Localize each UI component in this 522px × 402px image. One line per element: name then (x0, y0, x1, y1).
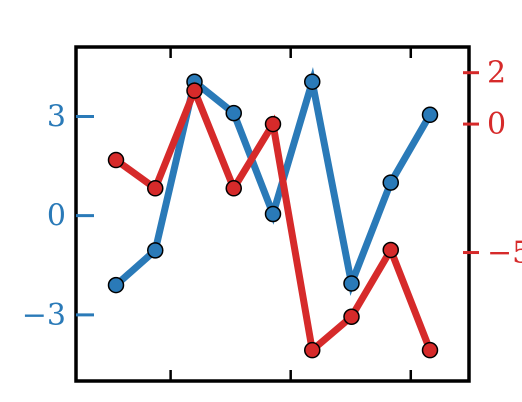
chart-marks (107, 67, 439, 359)
series-2-point-1 (107, 151, 125, 169)
series-1-point-5 (264, 205, 282, 223)
y-right-tick-label-2: 0 (487, 107, 506, 142)
y-left-tick-label-1: 3 (47, 99, 66, 134)
series-2-point-4 (225, 180, 242, 197)
series-1-point-7 (343, 275, 360, 292)
series-1-point-8 (382, 174, 399, 191)
series-2-point-5 (264, 115, 282, 133)
y-right-tick-label-3: −5 (487, 236, 522, 271)
series-2-point-3 (186, 82, 203, 99)
series-1-point-9 (421, 106, 439, 124)
series-2-point-8 (382, 241, 399, 259)
series-1-point-2 (147, 242, 164, 259)
series-1-point-1 (107, 276, 125, 294)
plot-frame (74, 45, 471, 383)
chart-axes: 3 0 −3 2 0 −5 (22, 47, 522, 381)
series-2-point-6 (304, 341, 321, 359)
series-1-point-6 (304, 73, 321, 90)
y-right-tick-label-1: 2 (487, 56, 506, 91)
series-1-point-4 (225, 104, 242, 122)
y-left-tick-label-2: 0 (47, 199, 66, 234)
y-left-tick-label-3: −3 (22, 298, 66, 333)
series-2-point-2 (147, 180, 164, 197)
series-2-point-9 (421, 341, 439, 359)
series-2-point-7 (343, 308, 360, 326)
